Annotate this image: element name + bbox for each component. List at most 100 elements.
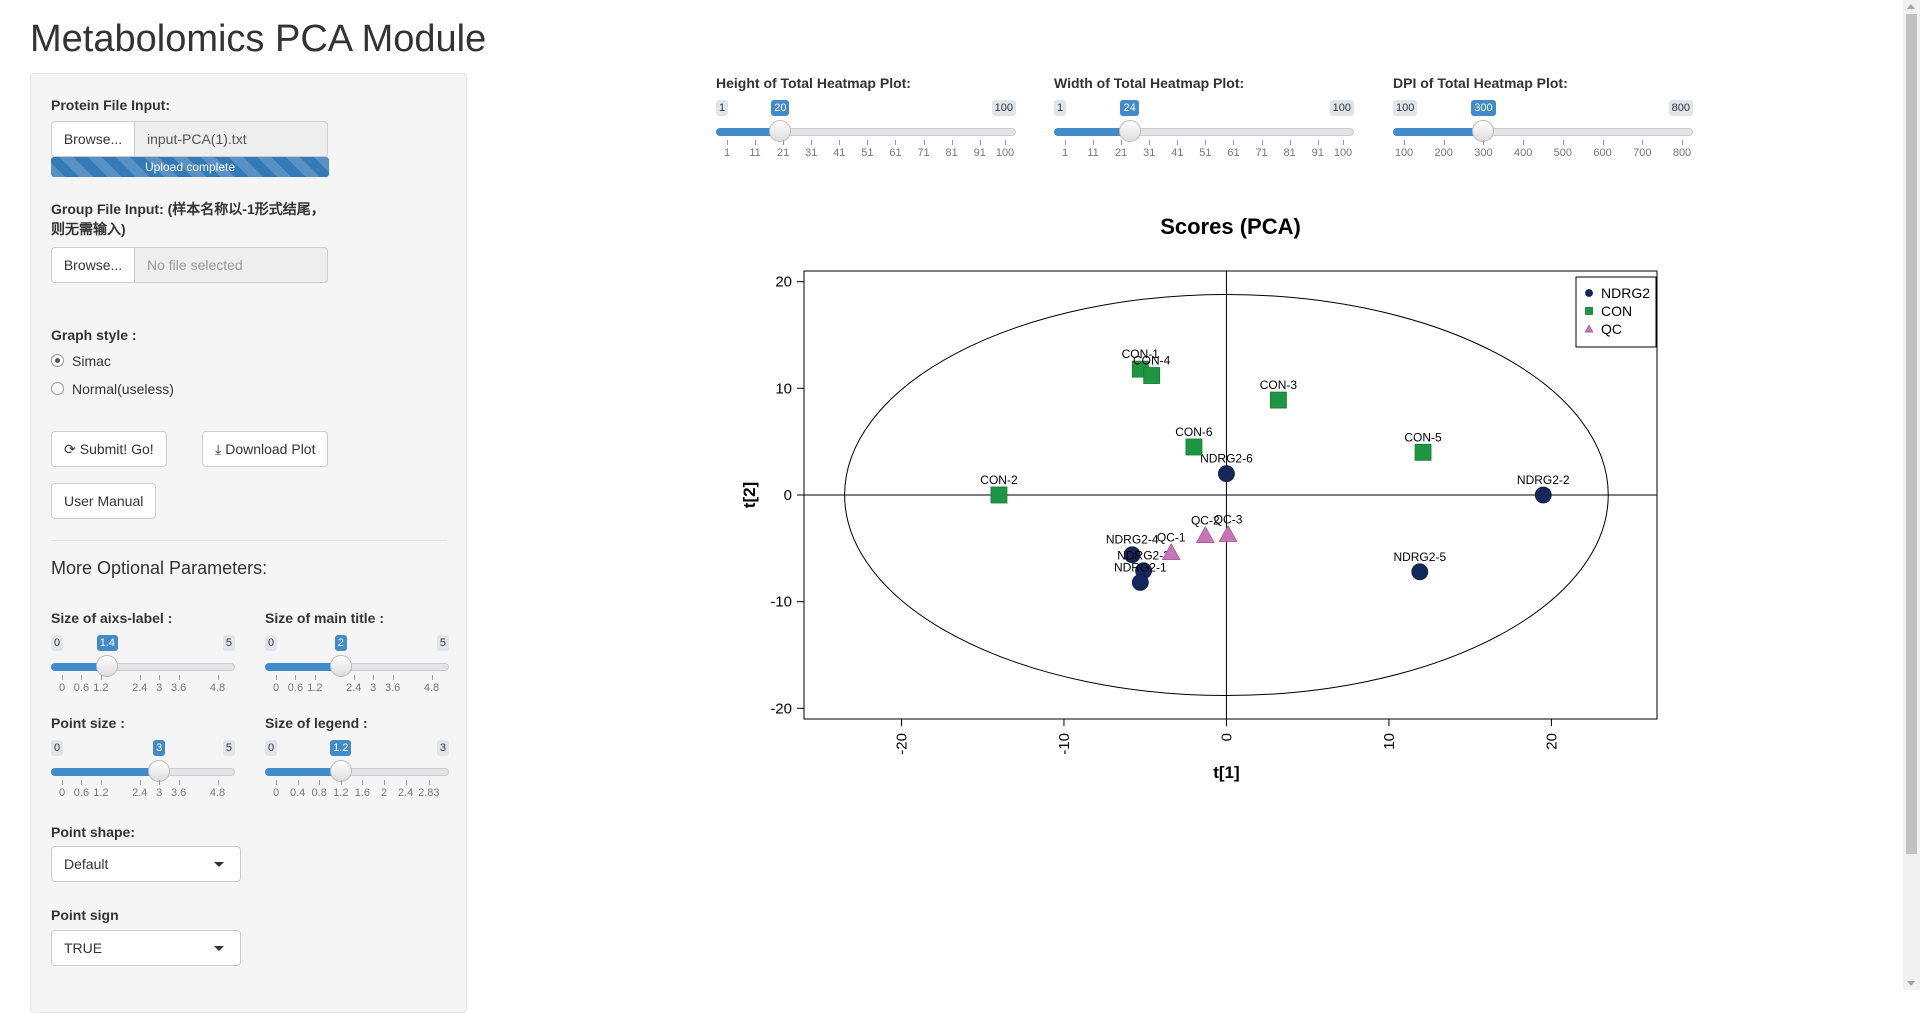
slider-value: 24 <box>1120 100 1139 116</box>
point-shape-select[interactable]: Default <box>51 846 241 882</box>
protein-file-input[interactable]: Browse... input-PCA(1).txt <box>51 121 331 157</box>
slider-tick <box>62 675 63 680</box>
slider-tick <box>297 780 299 785</box>
protein-browse-button[interactable]: Browse... <box>51 121 135 157</box>
scroll-thumb[interactable] <box>1906 14 1917 854</box>
point-label: QC-2 <box>1191 514 1220 528</box>
slider-tick-label: 0.8 <box>311 787 327 799</box>
user-manual-button[interactable]: User Manual <box>51 483 157 519</box>
slider-tick <box>1523 140 1525 145</box>
slider-handle[interactable] <box>1472 120 1495 142</box>
slider-tick <box>1233 140 1235 145</box>
point-label: NDRG2-4 <box>1106 533 1159 547</box>
slider-max: 3 <box>436 740 449 756</box>
point-label: QC-3 <box>1214 512 1243 526</box>
slider-handle[interactable] <box>769 120 792 142</box>
slider-tick-label: 100 <box>1333 147 1353 159</box>
point-size-slider[interactable]: 0 5 3 0 0.6 1.2 2.4 3 3.6 4.8 <box>51 740 235 800</box>
slider-max: 800 <box>1668 100 1693 116</box>
slider-tick-label: 700 <box>1633 147 1652 159</box>
scroll-up-arrow-icon[interactable] <box>1907 4 1915 9</box>
y-tick-label: 0 <box>784 487 792 504</box>
slider-min: 1 <box>1054 100 1067 116</box>
y-tick-label: 10 <box>775 380 792 397</box>
axis-label-size-slider[interactable]: 0 5 1.4 0 0.6 1.2 2.4 3 3.6 4.8 <box>51 635 235 695</box>
x-tick-label: -20 <box>893 733 910 755</box>
point-label: CON-1 <box>1122 347 1160 361</box>
slider-tick <box>1093 140 1095 145</box>
slider-ticks: 0 0.4 0.8 1.2 1.6 2 2.4 2.83 <box>265 780 449 800</box>
slider-tick <box>178 675 180 680</box>
slider-handle[interactable] <box>148 760 171 782</box>
y-tick-label: -20 <box>770 700 792 717</box>
graph-style-label: Graph style : <box>51 327 137 343</box>
slider-handle[interactable] <box>1118 120 1141 142</box>
radio-simac[interactable]: Simac <box>51 352 111 370</box>
radio-normal[interactable]: Normal(useless) <box>51 380 174 398</box>
slider-tick-label: 2.4 <box>346 682 362 694</box>
slider-fill <box>51 768 160 776</box>
slider-ticks: 0 0.6 1.2 2.4 3 3.6 4.8 <box>265 675 449 695</box>
radio-normal-label: Normal(useless) <box>72 381 174 397</box>
slider-min: 100 <box>1393 100 1418 116</box>
slider-tick <box>811 140 813 145</box>
slider-handle[interactable] <box>96 655 119 677</box>
data-point <box>1161 542 1181 561</box>
main-title-size-slider[interactable]: 0 5 2 0 0.6 1.2 2.4 3 3.6 4.8 <box>265 635 449 695</box>
slider-tick-label: 400 <box>1513 147 1533 159</box>
slider-tick-label: 0.4 <box>289 787 306 799</box>
slider-tick-label: 71 <box>1255 147 1268 159</box>
slider-tick-label: 2.4 <box>132 787 148 799</box>
slider-tick <box>276 675 277 680</box>
dpi-slider-label: DPI of Total Heatmap Plot: <box>1393 75 1568 91</box>
data-point <box>1218 465 1235 483</box>
slider-tick <box>1205 140 1207 145</box>
legend-label: QC <box>1601 321 1622 337</box>
width-slider[interactable]: 1 100 24 1 11 21 31 41 51 61 71 81 91 100 <box>1054 100 1354 160</box>
slider-tick <box>319 780 321 785</box>
vertical-scrollbar[interactable] <box>1903 0 1920 990</box>
slider-ticks: 0 0.6 1.2 2.4 3 3.6 4.8 <box>51 780 235 800</box>
height-slider[interactable]: 1 100 20 1 11 21 31 41 51 61 71 81 91 100 <box>716 100 1016 160</box>
slider-tick <box>100 780 102 785</box>
group-file-input[interactable]: Browse... No file selected <box>51 247 331 283</box>
slider-tick <box>81 780 83 785</box>
slider-tick <box>1317 140 1319 145</box>
slider-tick-label: 4.8 <box>209 682 226 694</box>
slider-handle[interactable] <box>329 655 352 677</box>
slider-tick-label: 21 <box>777 147 790 159</box>
point-label: CON-4 <box>1133 354 1171 368</box>
sidebar-panel: Protein File Input: Browse... input-PCA(… <box>30 73 467 1013</box>
point-label: NDRG2-6 <box>1200 452 1253 466</box>
legend-marker <box>1585 289 1593 297</box>
axis-label-size-label: Size of aixs-label : <box>51 610 173 626</box>
scroll-down-arrow-icon[interactable] <box>1907 981 1915 986</box>
slider-fill <box>716 128 781 136</box>
slider-ticks: 1 11 21 31 41 51 61 71 81 91 100 <box>1054 140 1354 160</box>
download-plot-button[interactable]: ⤓ Download Plot <box>202 431 329 467</box>
slider-tick <box>1682 140 1683 145</box>
slider-tick <box>1065 140 1066 145</box>
legend-size-slider[interactable]: 0 3 1.2 0 0.4 0.8 1.2 1.6 2 2.4 2.83 <box>265 740 449 800</box>
slider-tick <box>159 780 161 785</box>
dpi-slider[interactable]: 100 800 300 100 200 300 400 500 600 700 800 <box>1393 100 1693 160</box>
slider-tick-label: 2.4 <box>132 682 148 694</box>
slider-handle[interactable] <box>329 760 352 782</box>
slider-tick <box>340 780 342 785</box>
slider-tick-label: 81 <box>945 147 958 159</box>
slider-fill <box>1054 128 1130 136</box>
slider-tick <box>139 675 141 680</box>
x-tick-label: 0 <box>1218 733 1235 741</box>
submit-button[interactable]: ⟳ Submit! Go! <box>51 431 167 467</box>
legend-marker <box>1584 324 1594 333</box>
point-sign-select[interactable]: TRUE <box>51 930 241 966</box>
slider-tick <box>217 780 219 785</box>
slider-tick <box>373 675 375 680</box>
slider-tick-label: 1.2 <box>93 787 109 799</box>
optional-params-heading: More Optional Parameters: <box>51 558 268 578</box>
slider-tick-label: 3.6 <box>384 682 401 694</box>
slider-tick-label: 1 <box>723 147 731 159</box>
download-icon: ⤓ <box>215 441 222 457</box>
slider-tick-label: 0 <box>58 787 66 799</box>
group-browse-button[interactable]: Browse... <box>51 247 135 283</box>
